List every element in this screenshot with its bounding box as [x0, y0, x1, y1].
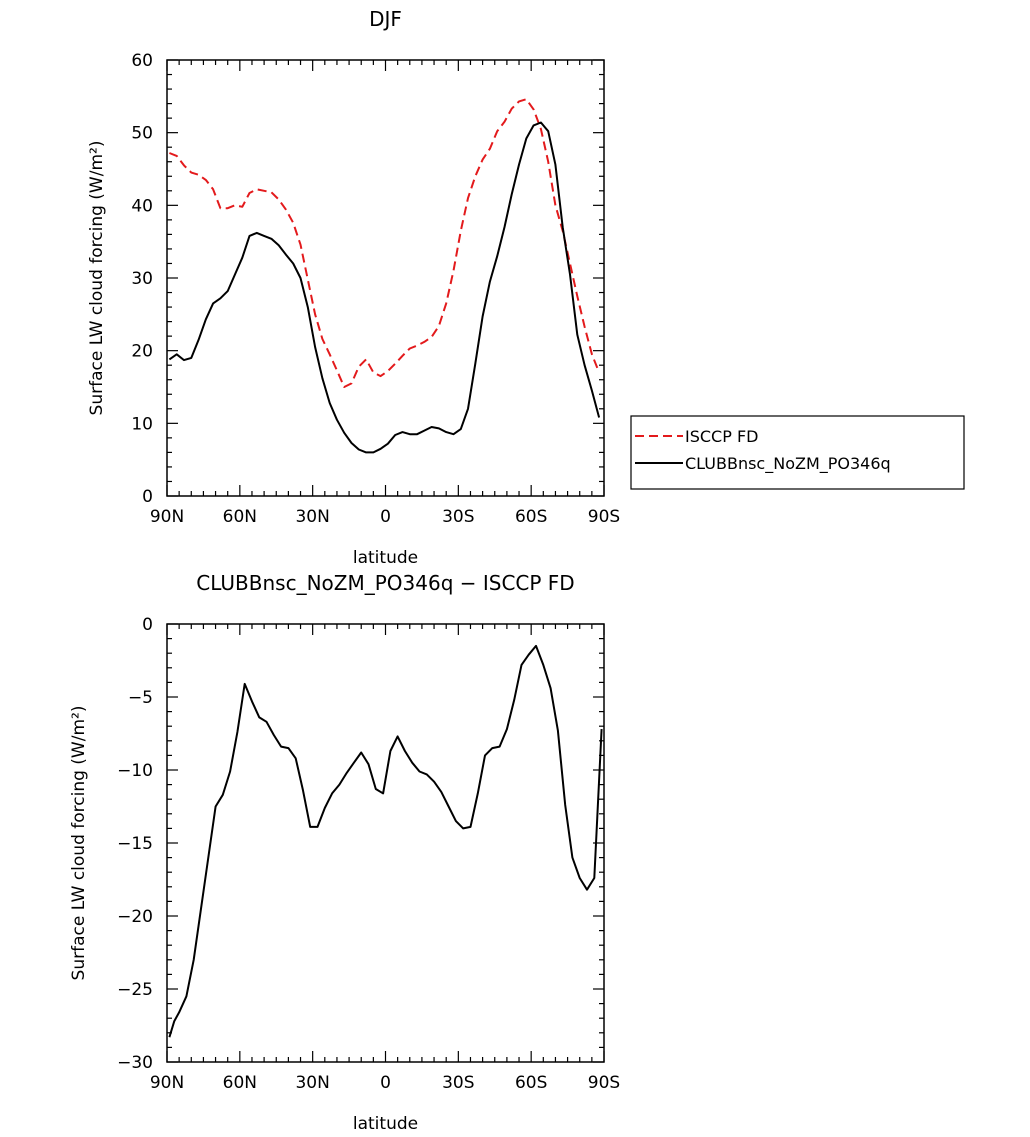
bottom-x-axis-label: latitude — [353, 1114, 418, 1134]
top-x-axis-label: latitude — [353, 548, 418, 568]
top-y-tick-label: 10 — [131, 414, 153, 434]
top-x-tick-label: 60N — [223, 507, 257, 527]
bottom-y-tick-label: −10 — [117, 761, 153, 781]
bottom-x-tick-label: 60N — [223, 1073, 257, 1093]
bottom-y-tick-label: −30 — [117, 1053, 153, 1073]
bottom-x-tick-label: 90S — [588, 1073, 620, 1093]
bottom-y-axis-label: Surface LW cloud forcing (W/m²) — [69, 706, 89, 981]
legend-label-1: ISCCP FD — [685, 427, 758, 446]
top-x-tick-label: 60S — [515, 507, 547, 527]
top-chart-legend: ISCCP FD CLUBBnsc_NoZM_PO346q — [630, 415, 965, 490]
top-chart-title: DJF — [369, 7, 402, 31]
bottom-y-tick-label: −25 — [117, 980, 153, 1000]
top-y-tick-label: 60 — [131, 51, 153, 71]
bottom-x-tick-label: 30S — [442, 1073, 474, 1093]
top-series-line-2 — [168, 121, 601, 454]
top-y-tick-label: 0 — [142, 487, 153, 507]
legend-label-2: CLUBBnsc_NoZM_PO346q — [685, 454, 891, 474]
bottom-plot-frame — [166, 623, 605, 1063]
bottom-y-tick-label: 0 — [142, 615, 153, 635]
bottom-y-tick-label: −5 — [128, 688, 153, 708]
bottom-x-tick-label: 0 — [380, 1073, 391, 1093]
bottom-y-tick-label: −20 — [117, 907, 153, 927]
bottom-x-tick-label: 60S — [515, 1073, 547, 1093]
bottom-series-line-1 — [168, 644, 603, 1038]
top-x-tick-label: 0 — [380, 507, 391, 527]
top-x-tick-label: 30N — [295, 507, 329, 527]
top-x-tick-label: 90N — [150, 507, 184, 527]
legend-box — [630, 415, 965, 490]
bottom-x-tick-label: 30N — [295, 1073, 329, 1093]
top-y-tick-label: 30 — [131, 269, 153, 289]
top-chart-djf: 90N 60N 30N 0 30S 60S 90S 0 10 20 30 40 50 60 DJF latit… — [87, 7, 620, 568]
top-y-axis-label: Surface LW cloud forcing (W/m²) — [87, 141, 107, 416]
bottom-chart-difference: 90N 60N 30N 0 30S 60S 90S 0 −5 −10 −15 −20 −25 −30 CLU… — [69, 571, 620, 1134]
top-x-tick-label: 30S — [442, 507, 474, 527]
bottom-x-tick-label: 90N — [150, 1073, 184, 1093]
bottom-chart-title: CLUBBnsc_NoZM_PO346q − ISCCP FD — [196, 571, 574, 595]
top-y-tick-label: 40 — [131, 196, 153, 216]
top-series-line-1 — [169, 98, 601, 388]
top-y-tick-label: 20 — [131, 342, 153, 362]
bottom-y-tick-label: −15 — [117, 834, 153, 854]
top-y-tick-label: 50 — [131, 124, 153, 144]
top-x-tick-label: 90S — [588, 507, 620, 527]
